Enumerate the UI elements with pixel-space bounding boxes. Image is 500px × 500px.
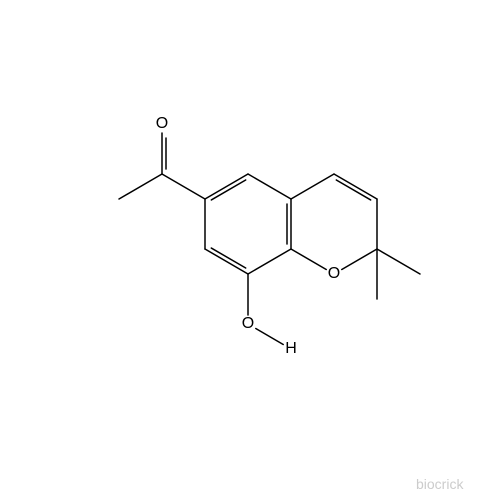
atom-H14: H — [285, 340, 297, 358]
bond-layer — [0, 0, 500, 500]
atom-O10: O — [328, 265, 340, 283]
structure-canvas: O O H O biocrick — [0, 0, 500, 500]
atom-O13: O — [242, 315, 254, 333]
atom-O17: O — [156, 115, 168, 133]
watermark: biocrick — [416, 476, 463, 492]
